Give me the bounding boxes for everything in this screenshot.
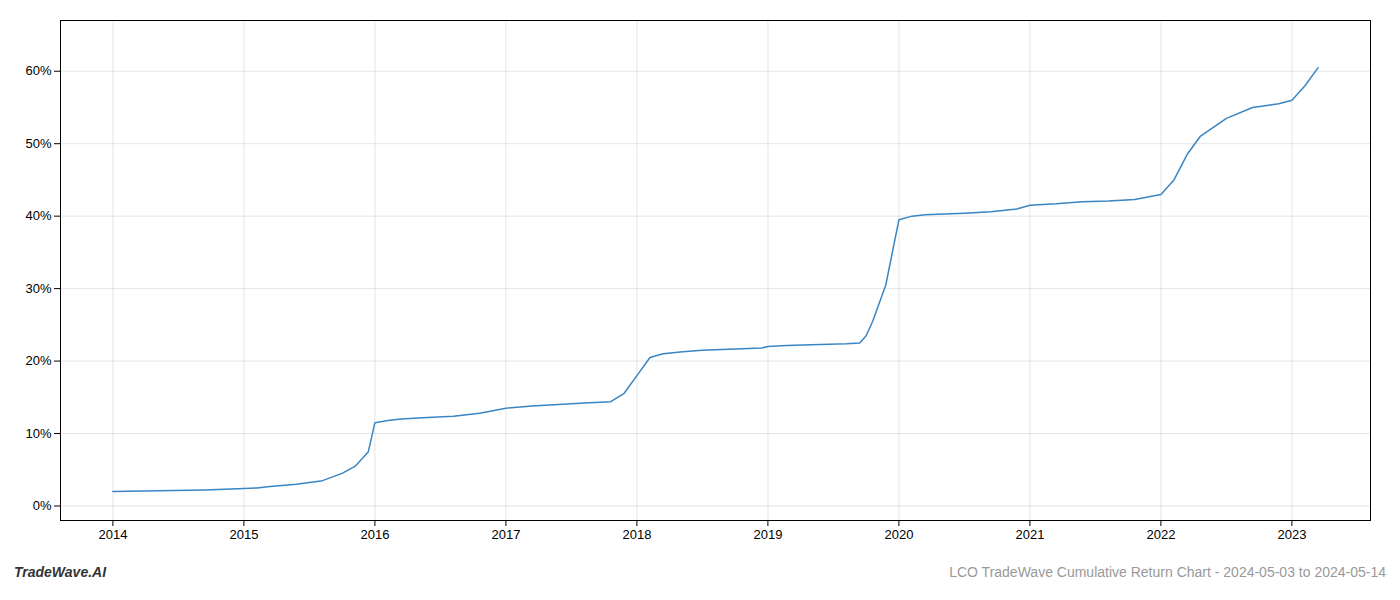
html-text:LCO TradeWave Cumulative Retur: LCO TradeWave Cumulative Return Chart - … [949,564,1386,580]
svg-text:0%: 0% [33,498,52,513]
svg-text:2018: 2018 [622,527,651,542]
svg-text:40%: 40% [25,208,51,223]
svg-text:2016: 2016 [360,527,389,542]
svg-text:2017: 2017 [491,527,520,542]
svg-text:60%: 60% [25,63,51,78]
svg-text:2015: 2015 [229,527,258,542]
svg-text:2022: 2022 [1146,527,1175,542]
svg-text:10%: 10% [25,426,51,441]
svg-text:2021: 2021 [1015,527,1044,542]
svg-text:2019: 2019 [753,527,782,542]
svg-text:50%: 50% [25,136,51,151]
svg-text:20%: 20% [25,353,51,368]
svg-text:30%: 30% [25,281,51,296]
svg-text:2020: 2020 [884,527,913,542]
html-text:TradeWave.AI: TradeWave.AI [14,564,107,580]
svg-text:2023: 2023 [1277,527,1306,542]
svg-text:2014: 2014 [98,527,127,542]
